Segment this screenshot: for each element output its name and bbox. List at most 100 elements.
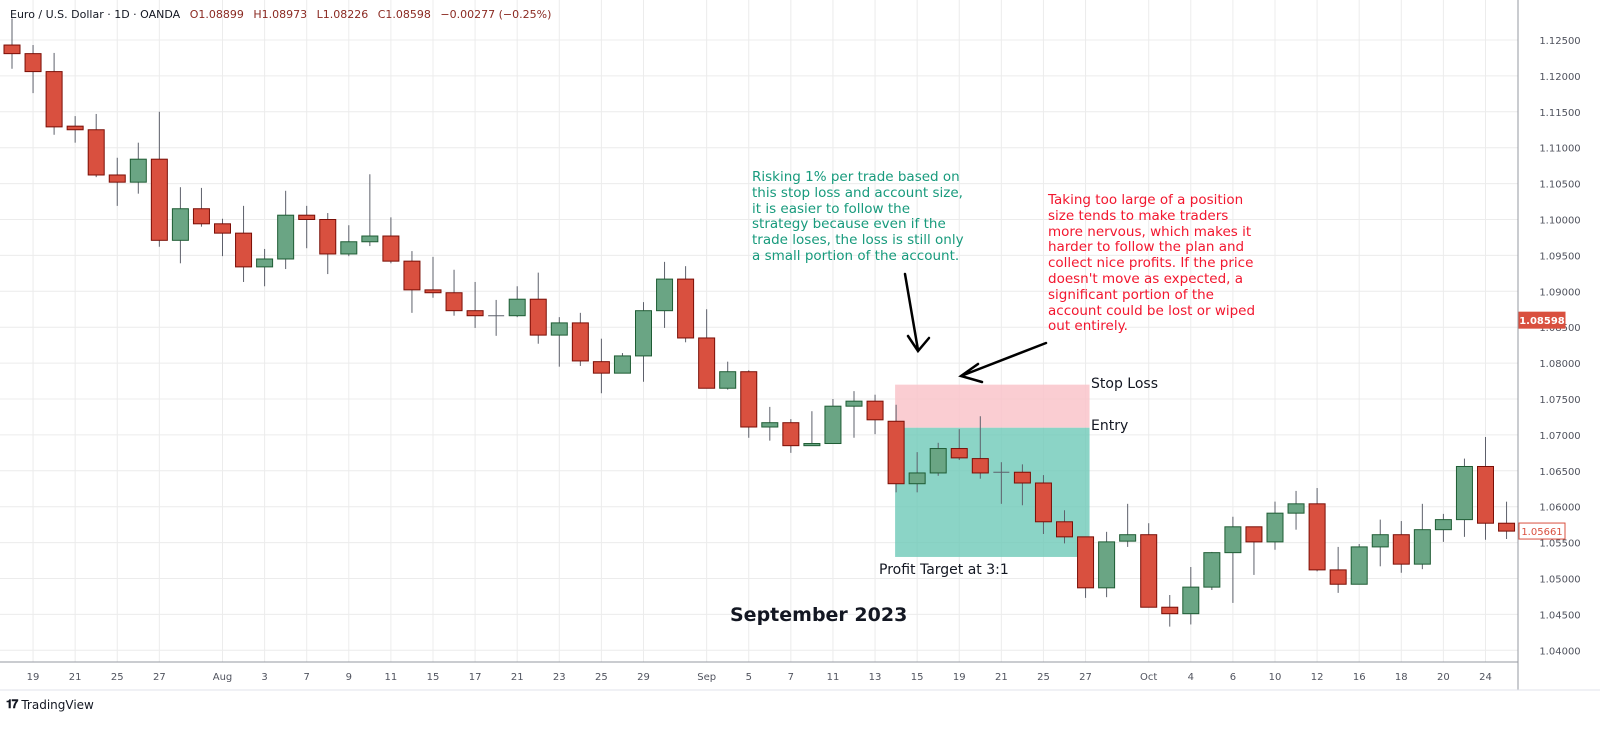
arrow-red-note xyxy=(958,341,1048,384)
candle xyxy=(277,190,295,270)
stop-loss-zone[interactable] xyxy=(895,384,1090,428)
candle xyxy=(929,442,947,476)
candle-body-up xyxy=(929,448,947,474)
y-tick-label: 1.06000 xyxy=(1539,503,1580,514)
candle-body-down xyxy=(192,208,210,225)
candle-body-down xyxy=(214,223,231,234)
candle xyxy=(171,187,189,264)
candle-body-down xyxy=(445,292,463,312)
candle xyxy=(1392,521,1410,573)
candle xyxy=(424,256,442,298)
y-tick-label: 1.08500 xyxy=(1539,323,1580,334)
x-tick-label: 11 xyxy=(827,672,840,683)
candle-body-down xyxy=(424,289,442,294)
candle xyxy=(214,218,231,257)
candle xyxy=(971,416,989,479)
candle-body-up xyxy=(761,422,779,428)
candle-body-up xyxy=(1224,526,1242,554)
x-tick-label: 25 xyxy=(595,672,608,683)
tradingview-branding[interactable]: 𝟏𝟕 TradingView xyxy=(6,697,94,712)
y-tick-label: 1.09500 xyxy=(1539,251,1580,262)
y-tick-label: 1.11000 xyxy=(1539,144,1580,155)
candle-body-down xyxy=(1056,521,1073,538)
x-tick-label: Aug xyxy=(213,672,233,683)
x-tick-label: 12 xyxy=(1311,672,1324,683)
candle-body-down xyxy=(1392,534,1410,565)
candle xyxy=(1350,544,1368,585)
candle xyxy=(1477,437,1494,540)
candle-body-up xyxy=(1371,534,1389,548)
candle xyxy=(1098,531,1116,598)
candle xyxy=(1413,503,1431,570)
candle xyxy=(550,317,568,367)
x-tick-label: 16 xyxy=(1353,672,1366,683)
candle xyxy=(1434,513,1452,542)
candle xyxy=(1371,519,1389,567)
candle xyxy=(1266,501,1284,550)
candle xyxy=(529,272,547,344)
y-tick-label: 1.12500 xyxy=(1539,36,1580,47)
candle-body-up xyxy=(1098,541,1116,589)
candle-body-down xyxy=(1498,522,1516,532)
candle xyxy=(1119,503,1137,547)
y-tick-label: 1.04500 xyxy=(1539,610,1580,621)
candle-body-down xyxy=(466,310,484,317)
x-tick-label: 20 xyxy=(1437,672,1450,683)
candle-body-up xyxy=(361,235,379,243)
candle xyxy=(1056,510,1073,544)
candle xyxy=(66,116,84,143)
candle xyxy=(445,269,463,316)
candle-body-down xyxy=(1477,465,1494,524)
candle-body-up xyxy=(824,405,842,445)
candle-body-down xyxy=(403,260,421,291)
candle-body-up xyxy=(1434,519,1452,531)
candle-body-down xyxy=(108,174,126,183)
candle xyxy=(1203,551,1221,590)
candle xyxy=(1498,501,1516,540)
x-tick-label: Oct xyxy=(1140,672,1157,683)
x-tick-label: 17 xyxy=(469,672,482,683)
x-tick-label: 15 xyxy=(911,672,924,683)
candle xyxy=(845,391,863,438)
candle-body-up xyxy=(1203,552,1221,588)
candle-body-down xyxy=(1329,569,1347,585)
candle xyxy=(803,411,821,447)
candle-body-down xyxy=(24,53,42,73)
candle xyxy=(592,338,610,394)
x-tick-label: 7 xyxy=(788,672,794,683)
x-tick-label: 21 xyxy=(69,672,82,683)
close-value: C1.08598 xyxy=(377,8,431,21)
candle-body-down xyxy=(1034,482,1052,523)
candle-body-up xyxy=(508,298,526,317)
y-tick-label: 1.07000 xyxy=(1539,431,1580,442)
x-tick-label: 9 xyxy=(346,672,352,683)
candle-body-up xyxy=(1119,534,1137,542)
price-label-text: 1.05661 xyxy=(1521,527,1562,538)
candle-body-down xyxy=(592,361,610,374)
x-tick-label: 29 xyxy=(637,672,650,683)
month-label: September 2023 xyxy=(730,604,908,626)
axes: 1.12500 1.12000 1.11500 1.11000 1.10500 1.100… xyxy=(0,0,1600,691)
candle xyxy=(824,399,842,445)
candle xyxy=(340,225,358,257)
candle xyxy=(1140,523,1158,608)
candle xyxy=(298,205,316,249)
tradingview-logo-icon: 𝟏𝟕 xyxy=(6,697,18,711)
candle xyxy=(382,217,400,264)
candle-body-down xyxy=(782,422,800,447)
x-tick-label: 6 xyxy=(1230,672,1236,683)
candle-body-up xyxy=(719,371,737,389)
entry-label: Entry xyxy=(1091,418,1129,434)
candle-body-down xyxy=(677,278,695,339)
candle-body-down xyxy=(1140,534,1158,608)
candle xyxy=(1182,567,1200,625)
long-position-tool[interactable] xyxy=(895,384,1090,557)
candle xyxy=(129,142,147,194)
stop-loss-label: Stop Loss xyxy=(1091,376,1158,392)
high-value: H1.08973 xyxy=(253,8,308,21)
profit-target-zone[interactable] xyxy=(895,427,1090,557)
candle-body-up xyxy=(277,214,295,260)
candle xyxy=(908,452,926,493)
x-tick-label: 13 xyxy=(869,672,882,683)
